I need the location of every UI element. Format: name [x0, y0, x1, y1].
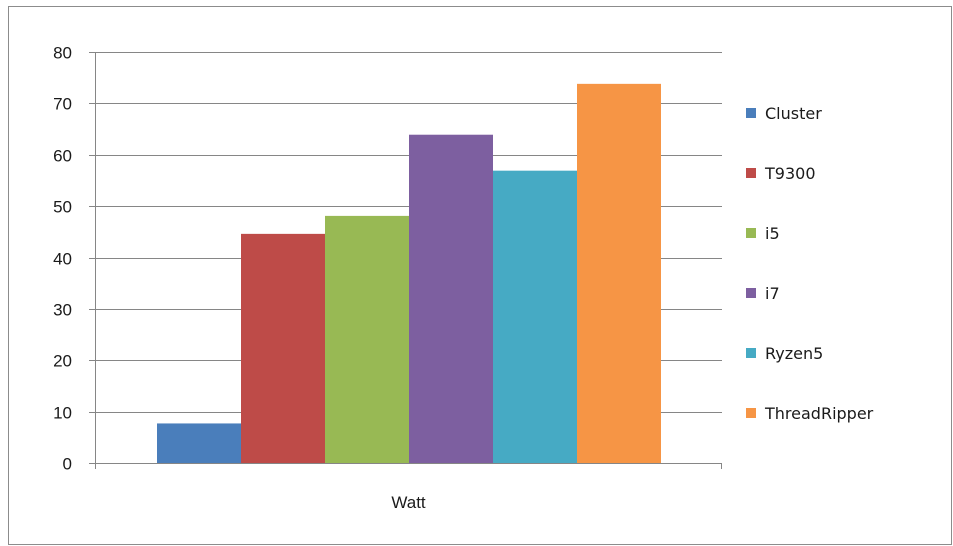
y-tick-label-10: 10	[53, 404, 72, 423]
bar-i7	[409, 134, 493, 463]
bar-i5	[325, 215, 409, 463]
y-tick-label-60: 60	[53, 147, 72, 166]
legend-swatch-cluster	[746, 108, 756, 118]
y-tick-label-70: 70	[53, 95, 72, 114]
legend-swatch-t9300	[746, 168, 756, 178]
legend-label-ryzen5: Ryzen5	[765, 344, 823, 363]
legend-swatch-i7	[746, 288, 756, 298]
y-tick-label-80: 80	[53, 44, 72, 63]
y-tick-label-40: 40	[53, 250, 72, 269]
y-tick-label-50: 50	[53, 198, 72, 217]
bar-threadripper	[577, 83, 661, 463]
y-tick-label-30: 30	[53, 301, 72, 320]
bar-ryzen5	[493, 170, 577, 463]
legend-label-t9300: T9300	[764, 164, 816, 183]
bar-t9300	[241, 233, 325, 463]
legend-swatch-threadripper	[746, 408, 756, 418]
legend-swatch-ryzen5	[746, 348, 756, 358]
y-tick-label-0: 0	[63, 455, 72, 474]
legend-label-cluster: Cluster	[765, 104, 822, 123]
y-tick-label-20: 20	[53, 352, 72, 371]
legend-swatch-i5	[746, 228, 756, 238]
legend-label-threadripper: ThreadRipper	[764, 404, 874, 423]
bar-cluster	[157, 423, 241, 463]
x-category-label: Watt	[391, 493, 426, 512]
legend-label-i5: i5	[765, 224, 780, 243]
legend-label-i7: i7	[765, 284, 780, 303]
